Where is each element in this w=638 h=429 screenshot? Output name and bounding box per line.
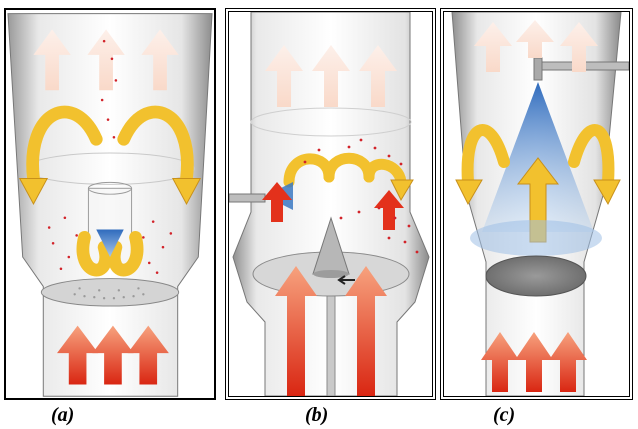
- diagram-c: [451, 12, 629, 396]
- product-bed: [485, 255, 587, 297]
- up-arrow-icon: [33, 29, 179, 91]
- panel-a: [4, 8, 216, 400]
- vessel-body: [232, 12, 430, 396]
- caption-a: (a): [51, 404, 75, 426]
- caption-b: (b): [305, 404, 329, 426]
- panel-b: [225, 8, 436, 400]
- curved-arrow-icon: [283, 152, 407, 188]
- caption-c: (c): [493, 404, 516, 426]
- particles: [303, 138, 419, 254]
- diagram-b: [229, 12, 430, 396]
- up-arrow-icon: [481, 332, 587, 392]
- distributor-plate-holes: [73, 287, 145, 300]
- nozzle-icon: [229, 193, 266, 203]
- particles: [47, 39, 173, 274]
- up-arrow-icon: [265, 45, 397, 107]
- up-arrow-icon: [474, 20, 598, 72]
- curved-arrow-icon: [461, 124, 615, 188]
- spray-cone-icon: [482, 82, 594, 232]
- panel-c: [440, 8, 633, 400]
- diagram-a: [7, 13, 213, 397]
- spray-cone-icon: [96, 229, 124, 257]
- curved-arrow-icon: [26, 105, 194, 277]
- up-arrow-icon: [275, 266, 387, 396]
- up-arrow-icon: [57, 325, 169, 385]
